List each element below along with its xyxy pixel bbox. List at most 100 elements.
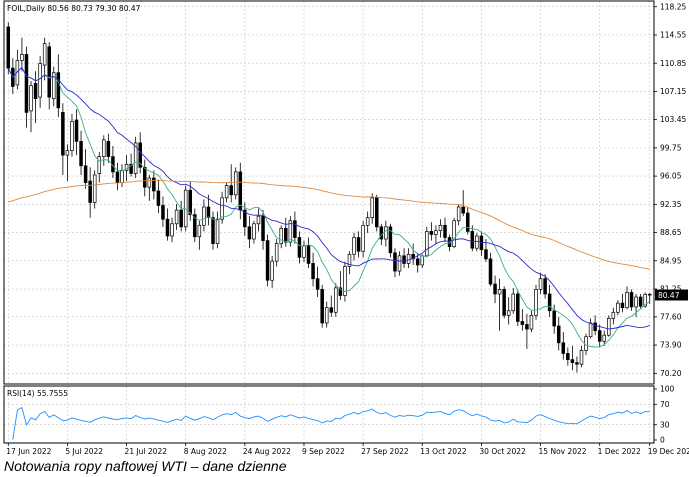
candle-body xyxy=(456,206,461,222)
candle-body xyxy=(497,289,502,295)
candle xyxy=(375,194,379,232)
candle xyxy=(247,216,252,249)
price-chart: 118.25 114.55 110.85 107.15 103.45 99.75 96.05… xyxy=(3,0,689,456)
candle xyxy=(152,170,156,200)
candle-body xyxy=(570,359,575,363)
candle-body xyxy=(302,245,306,258)
candle xyxy=(488,252,493,287)
y-tick-label: 107.15 xyxy=(660,87,686,96)
candle-body xyxy=(92,174,97,203)
ma-mid-line xyxy=(7,66,650,330)
candle xyxy=(161,196,165,227)
candle-body xyxy=(556,325,561,344)
candle xyxy=(470,225,475,252)
candle xyxy=(315,266,320,298)
candle-body xyxy=(465,212,470,232)
candle-body xyxy=(197,224,202,238)
candle xyxy=(188,181,193,221)
candle-body xyxy=(629,292,634,308)
x-tick-label: 21 Jul 2022 xyxy=(125,447,168,456)
candle xyxy=(20,37,24,72)
candle-body xyxy=(566,353,570,360)
candle-body xyxy=(475,235,479,249)
candle-body xyxy=(488,258,493,285)
candle xyxy=(88,167,92,218)
candle xyxy=(566,347,570,366)
candle xyxy=(338,271,343,301)
candle-body xyxy=(6,26,11,69)
candle xyxy=(202,199,206,232)
candle xyxy=(629,289,634,311)
candle xyxy=(343,261,347,302)
candle xyxy=(543,274,547,299)
candle-body xyxy=(620,302,625,309)
candle xyxy=(83,149,88,189)
candle-body xyxy=(61,112,65,156)
candle xyxy=(356,231,361,258)
candle-body xyxy=(220,197,224,220)
candle xyxy=(370,193,374,224)
x-tick-label: 30 Oct 2022 xyxy=(479,447,526,456)
candle xyxy=(170,217,174,243)
candle xyxy=(284,217,288,247)
candle xyxy=(38,55,42,108)
candle xyxy=(434,225,438,244)
candle xyxy=(529,310,534,333)
candle-body xyxy=(270,260,274,281)
candle-body xyxy=(516,293,520,322)
candle-body xyxy=(511,293,516,312)
candle-body xyxy=(65,150,70,156)
chart-caption: Notowania ropy naftowej WTI – dane dzien… xyxy=(4,458,287,474)
y-tick-label: 96.05 xyxy=(660,172,682,181)
candle xyxy=(406,248,411,269)
candle xyxy=(493,275,497,304)
candle-body xyxy=(470,231,475,249)
candle-body xyxy=(420,255,425,266)
candle-body xyxy=(597,330,602,342)
candle-body xyxy=(142,166,147,188)
candle xyxy=(92,170,97,209)
candle xyxy=(156,179,161,214)
candle xyxy=(616,300,620,316)
candle-body xyxy=(625,292,629,309)
ma-short-line xyxy=(7,66,650,348)
candle xyxy=(556,316,561,351)
candle xyxy=(293,211,297,244)
candle-body xyxy=(643,293,647,307)
candle-body xyxy=(193,214,197,238)
candle xyxy=(516,289,520,327)
x-tick-label: 19 Dec 2022 xyxy=(648,447,689,456)
candle xyxy=(147,174,152,201)
candle xyxy=(520,309,525,331)
candle-body xyxy=(202,206,206,226)
candle-body xyxy=(352,237,356,255)
candle-body xyxy=(520,321,525,325)
candle-body xyxy=(370,197,374,219)
candle xyxy=(133,136,138,179)
candle xyxy=(411,243,415,265)
candle-body xyxy=(256,215,261,225)
candle-body xyxy=(575,362,579,365)
candle-body xyxy=(70,121,74,151)
candle xyxy=(347,251,352,275)
candle-body xyxy=(174,209,179,225)
candle-body xyxy=(461,206,465,214)
candle xyxy=(33,71,38,124)
candle xyxy=(61,103,65,175)
candle xyxy=(79,130,83,175)
candle xyxy=(24,46,29,128)
candle-body xyxy=(42,43,47,66)
candle xyxy=(224,182,229,203)
candle xyxy=(56,54,61,117)
candle-body xyxy=(229,185,233,196)
candle-body xyxy=(402,255,406,264)
x-tick-label: 1 Dec 2022 xyxy=(598,447,641,456)
candle xyxy=(497,278,502,331)
y-tick-label: 92.35 xyxy=(660,200,682,209)
price-axis: 118.25 114.55 110.85 107.15 103.45 99.75 96.05… xyxy=(654,2,686,378)
candle-body xyxy=(38,63,42,98)
candle-body xyxy=(579,350,584,365)
candle-body xyxy=(638,296,643,307)
candle xyxy=(197,220,202,250)
candle-body xyxy=(506,310,511,316)
